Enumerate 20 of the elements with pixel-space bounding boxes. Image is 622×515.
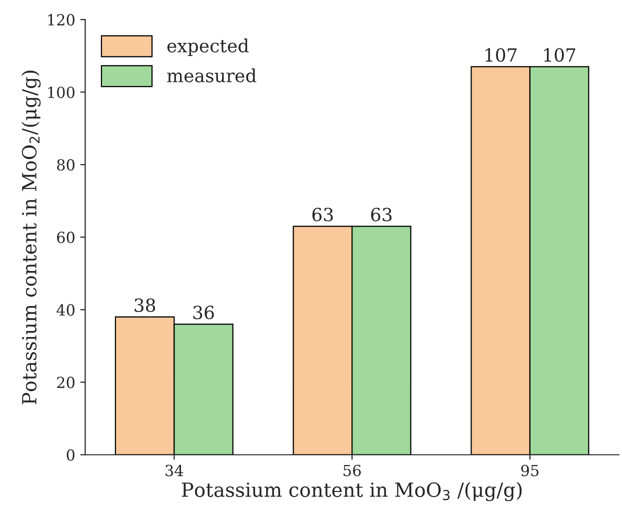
- legend-label: expected: [167, 38, 249, 56]
- x-axis-title: Potassium content in MoO$_{3}$ /(μg/g): [182, 482, 522, 502]
- data-label: 63: [371, 208, 392, 222]
- y-tick-label: 80: [57, 159, 74, 171]
- y-tick-label: 0: [66, 449, 74, 461]
- x-tick-label: 56: [344, 464, 361, 476]
- data-label: 107: [544, 48, 576, 62]
- y-tick-label: 60: [57, 232, 74, 244]
- y-tick-label: 120: [48, 14, 74, 26]
- data-label: 38: [134, 298, 156, 312]
- data-label: 107: [486, 48, 517, 62]
- legend-label: measured: [167, 68, 256, 82]
- x-tick-label: 34: [166, 464, 184, 476]
- y-tick-label: 40: [56, 304, 74, 316]
- y-tick-label: 100: [48, 86, 74, 98]
- data-label: 36: [193, 306, 214, 320]
- data-label: 63: [312, 208, 333, 222]
- x-tick-label: 95: [521, 464, 538, 476]
- y-axis-title: Potassium content in MoO$_{2}$/(μg/g): [22, 70, 41, 404]
- y-tick-label: 20: [57, 376, 74, 388]
